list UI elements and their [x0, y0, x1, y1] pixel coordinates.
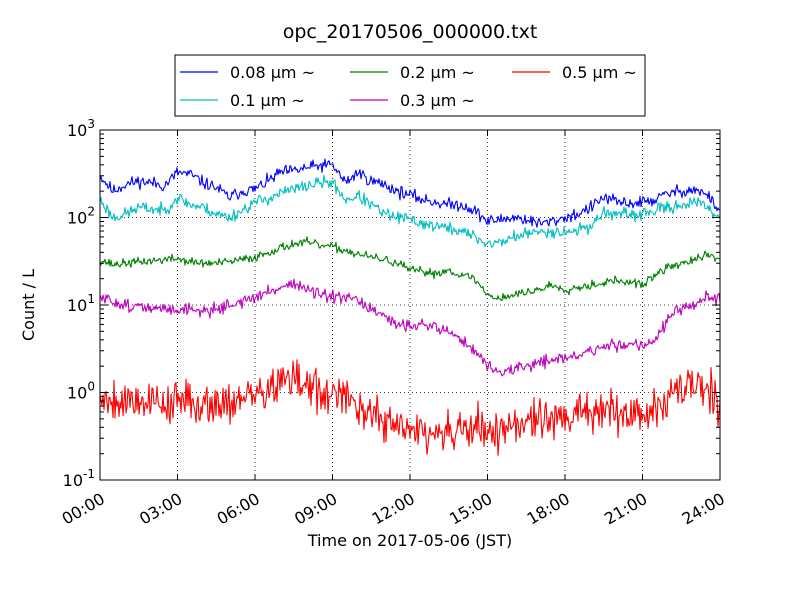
x-tick-label: 15:00 [446, 489, 495, 529]
x-axis-title: Time on 2017-05-06 (JST) [307, 531, 512, 550]
legend-frame [174, 54, 646, 117]
series-line-0_1 [100, 174, 720, 248]
y-tick-label: 10-1 [63, 467, 95, 490]
legend-entry-0_2: 0.2 µm ~ [350, 63, 475, 82]
x-tick-label: 12:00 [369, 489, 418, 529]
legend-entry-0_08: 0.08 µm ~ [180, 63, 315, 82]
legend-label: 0.1 µm ~ [230, 91, 305, 110]
x-tick-label: 03:00 [136, 489, 185, 529]
legend-label: 0.3 µm ~ [400, 91, 475, 110]
x-tick-label: 06:00 [214, 489, 263, 529]
legend-entry-0_3: 0.3 µm ~ [350, 91, 475, 110]
x-tick-label: 09:00 [291, 489, 340, 529]
x-tick-label: 18:00 [524, 489, 573, 529]
legend-label: 0.2 µm ~ [400, 63, 475, 82]
y-axis-title: Count / L [19, 269, 38, 341]
series-line-0_3 [100, 278, 720, 377]
x-tick-label: 21:00 [601, 489, 650, 529]
legend-label: 0.5 µm ~ [562, 63, 637, 82]
y-tick-label: 100 [67, 380, 95, 403]
series-line-0_08 [100, 158, 720, 228]
grid-lines [100, 130, 720, 480]
y-tick-label: 102 [67, 205, 95, 228]
plot-area: 00:00 03:00 06:00 09:00 12:00 15:00 18:00 21:00… [59, 117, 728, 529]
x-tick-label: 24:00 [679, 489, 728, 529]
chart-title: opc_20170506_000000.txt [283, 21, 538, 43]
y-tick-label: 101 [67, 292, 95, 315]
series-layer [100, 158, 720, 456]
y-tick-label: 103 [67, 117, 95, 140]
series-line-0_5 [100, 359, 720, 456]
legend-label: 0.08 µm ~ [230, 63, 315, 82]
legend-entry-0_5: 0.5 µm ~ [512, 63, 637, 82]
series-line-0_2 [100, 236, 720, 302]
x-tick-label: 00:00 [59, 489, 108, 529]
legend: 0.08 µm ~ 0.1 µm ~ 0.2 µm ~ 0.3 µm ~ 0.5 µm … [174, 54, 646, 117]
legend-entry-0_1: 0.1 µm ~ [180, 91, 305, 110]
